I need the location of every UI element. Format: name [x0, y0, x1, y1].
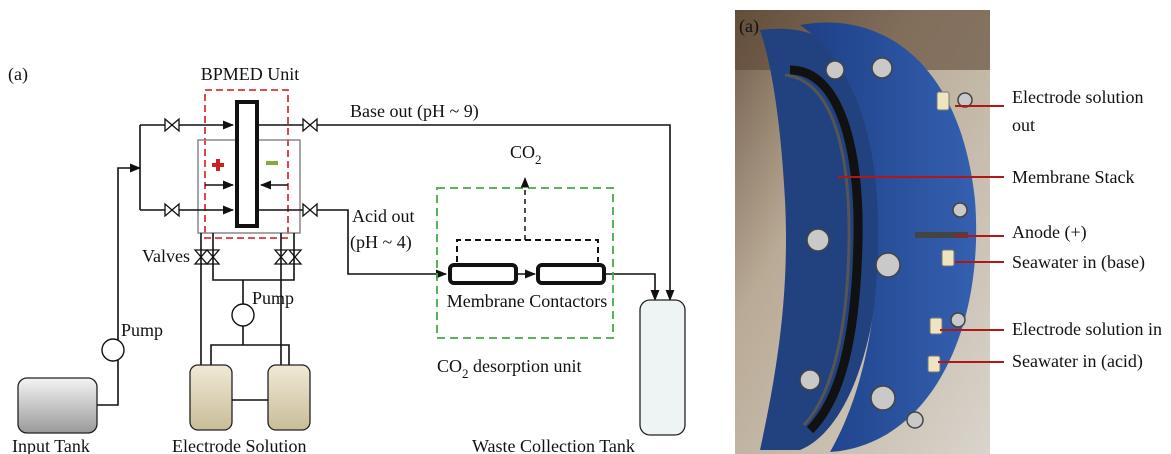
input-tank [18, 378, 97, 433]
base-out-label: Base out (pH ~ 9) [350, 101, 479, 122]
callout: Electrode solution in [1012, 319, 1162, 339]
desorption-label: CO2 desorption unit [437, 356, 582, 381]
waste-tank [640, 300, 685, 435]
co2-label: CO2 [510, 142, 542, 167]
bpmed-title: BPMED Unit [201, 64, 300, 84]
membrane-contactor [538, 265, 604, 283]
panel-label: (a) [8, 64, 28, 85]
callout: Seawater in (base) [1012, 252, 1145, 273]
tank-label: Input Tank [12, 436, 90, 454]
callout: out [1012, 115, 1035, 135]
membrane-stack [237, 102, 257, 226]
tank-label: Waste Collection Tank [472, 436, 635, 454]
callout: Electrode solution [1012, 87, 1143, 107]
pump-label: Pump [252, 288, 294, 308]
pump-label: Pump [121, 320, 163, 340]
plus-sign [212, 159, 224, 171]
callout: Anode (+) [1012, 222, 1087, 243]
pump [102, 339, 124, 361]
acid-out-label: (pH ~ 4) [350, 232, 412, 253]
callout: Seawater in (acid) [1012, 351, 1143, 372]
membrane-contactor [450, 265, 516, 283]
photo: (a) Electrode solution out Membrane Stac… [735, 10, 1162, 454]
callout: Membrane Stack [1012, 167, 1134, 187]
figure: (a) BPMED Unit Valves Pump [0, 0, 1171, 454]
tank-label: Electrode Solution [172, 436, 306, 454]
electrode-tank [190, 365, 232, 430]
valves-label: Valves [142, 246, 190, 266]
pump [232, 304, 254, 326]
electrode-tank [268, 365, 310, 430]
contactors-label: Membrane Contactors [447, 291, 607, 311]
process-diagram: (a) BPMED Unit Valves Pump [8, 64, 685, 454]
acid-out-label: Acid out [352, 206, 415, 226]
photo-label: (a) [739, 16, 759, 37]
